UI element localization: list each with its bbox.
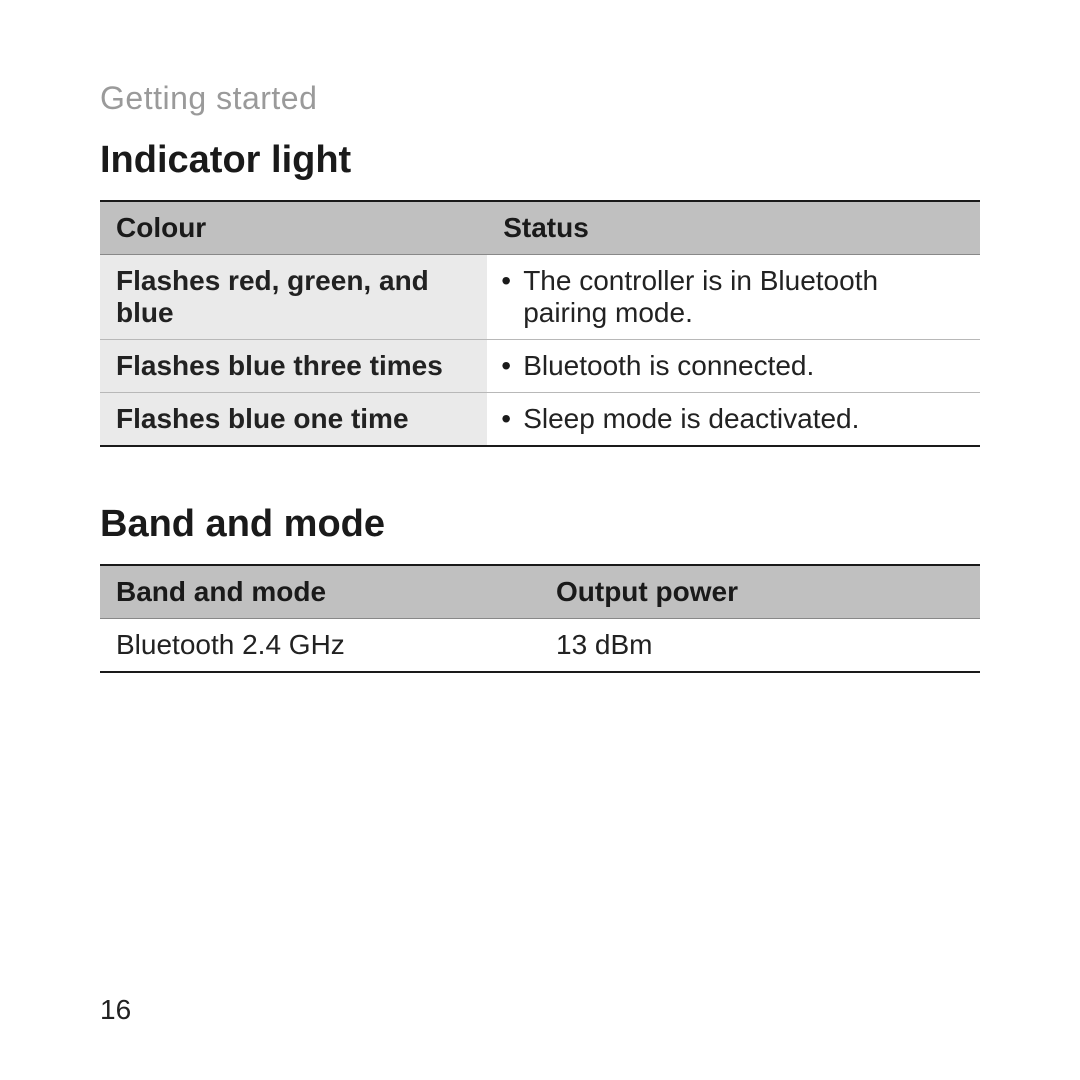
manual-page: Getting started Indicator light Colour S…	[0, 0, 1080, 1080]
cell-status: Bluetooth is connected.	[487, 340, 980, 393]
cell-colour: Flashes red, green, and blue	[100, 255, 487, 340]
col-band: Band and mode	[100, 565, 540, 619]
indicator-light-heading: Indicator light	[100, 139, 980, 182]
cell-status: Sleep mode is deactivated.	[487, 393, 980, 447]
cell-power: 13 dBm	[540, 619, 980, 673]
section-label: Getting started	[100, 80, 980, 117]
cell-colour: Flashes blue three times	[100, 340, 487, 393]
col-status: Status	[487, 201, 980, 255]
table-header-row: Band and mode Output power	[100, 565, 980, 619]
table-row: Flashes blue one time Sleep mode is deac…	[100, 393, 980, 447]
col-power: Output power	[540, 565, 980, 619]
table-row: Flashes blue three times Bluetooth is co…	[100, 340, 980, 393]
cell-colour: Flashes blue one time	[100, 393, 487, 447]
table-row: Flashes red, green, and blue The control…	[100, 255, 980, 340]
band-and-mode-heading: Band and mode	[100, 503, 980, 546]
table-header-row: Colour Status	[100, 201, 980, 255]
page-number: 16	[100, 994, 131, 1026]
band-and-mode-table: Band and mode Output power Bluetooth 2.4…	[100, 564, 980, 673]
table-row: Bluetooth 2.4 GHz 13 dBm	[100, 619, 980, 673]
cell-band: Bluetooth 2.4 GHz	[100, 619, 540, 673]
col-colour: Colour	[100, 201, 487, 255]
indicator-light-table: Colour Status Flashes red, green, and bl…	[100, 200, 980, 447]
cell-status: The controller is in Bluetooth pairing m…	[487, 255, 980, 340]
